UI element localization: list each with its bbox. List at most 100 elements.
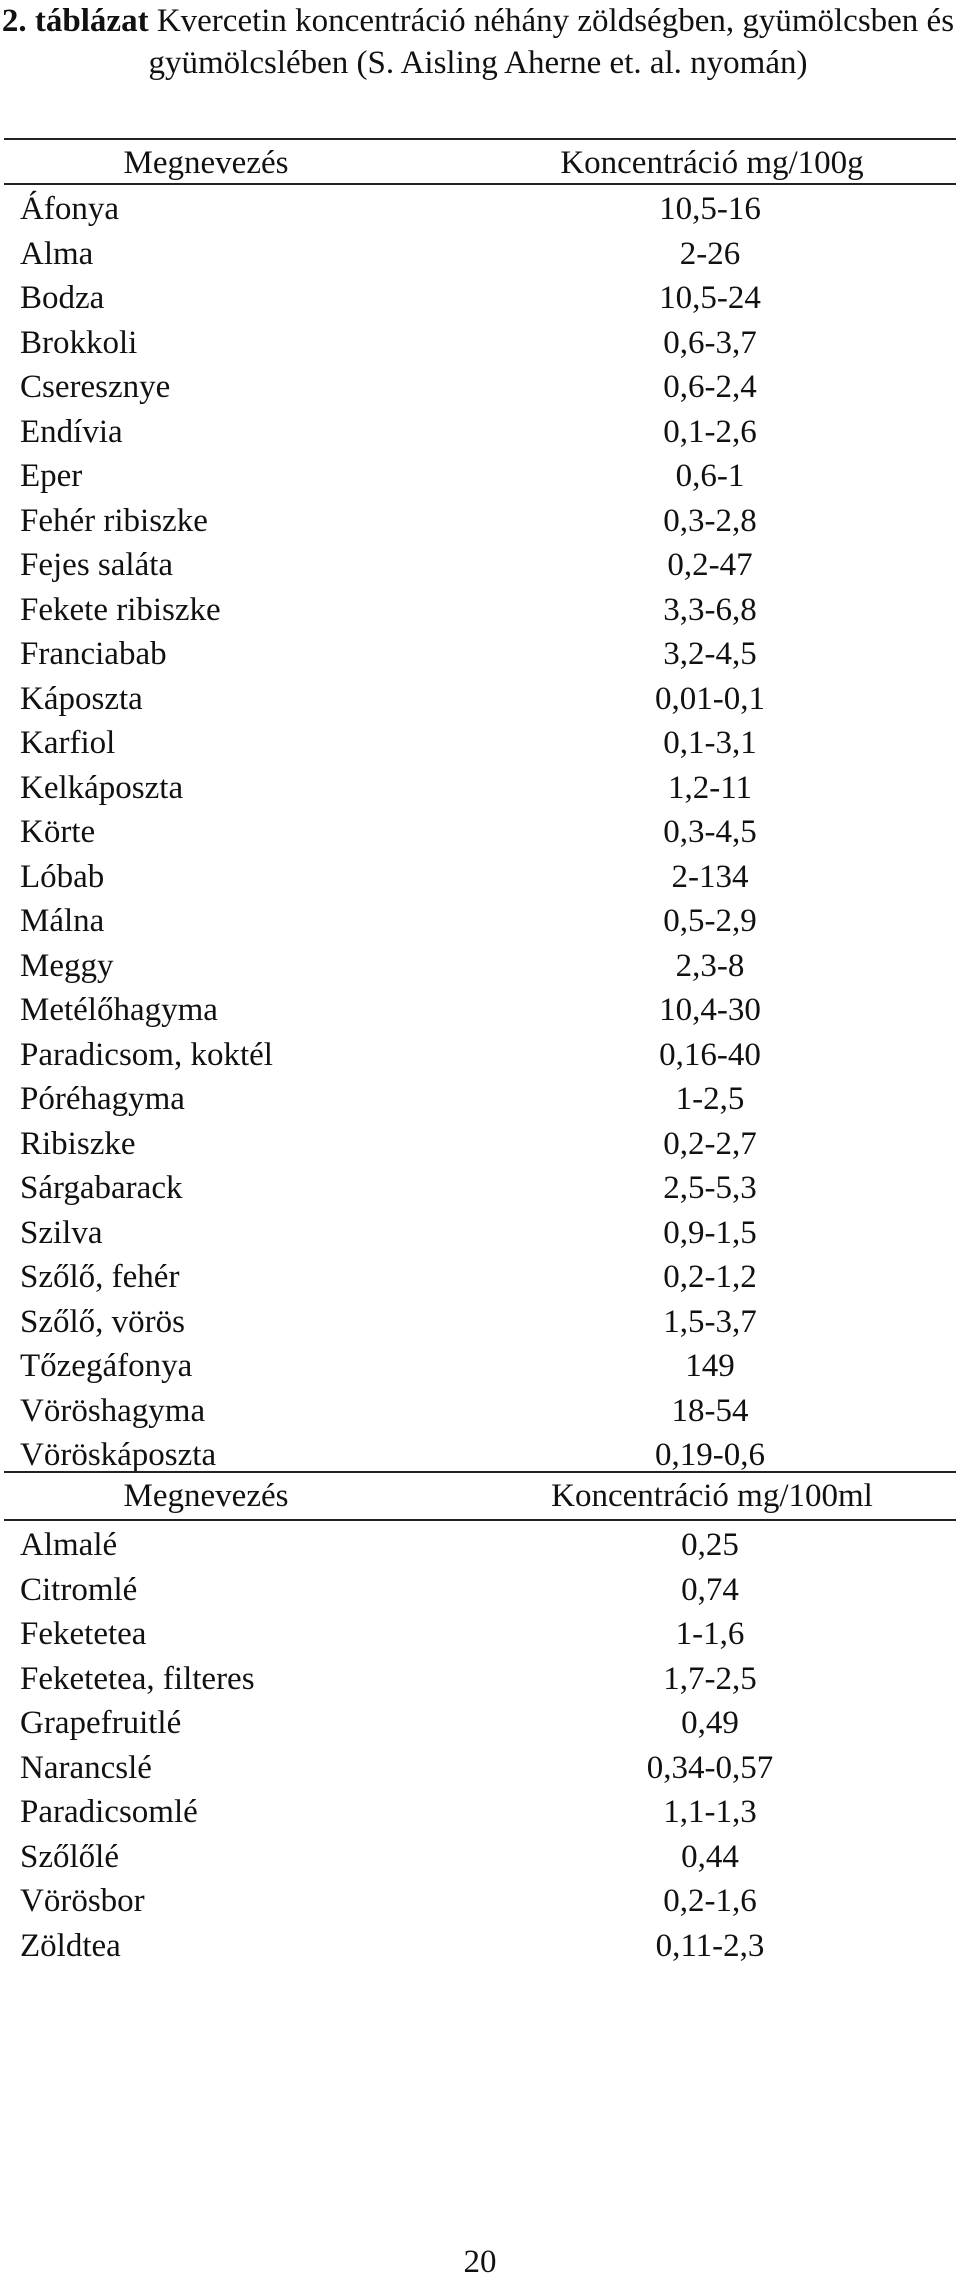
row-name-cell: Málna — [20, 903, 105, 939]
row-concentration-cell: 1,5-3,7 — [663, 1303, 757, 1340]
row-name-cell: Fekete ribiszke — [20, 591, 221, 628]
row-name-cell: Endívia — [20, 413, 123, 450]
row-concentration-cell: 0,1-2,6 — [663, 413, 757, 450]
table-row: Áfonya 10,5-16 — [0, 187, 960, 232]
table-row: Almalé 0,25 — [0, 1523, 960, 1568]
row-name-cell: Eper — [20, 458, 83, 494]
row-name-cell: Cseresznye — [20, 369, 171, 405]
table-row: Szőlő, vörös 1,5-3,7 — [0, 1300, 960, 1345]
row-concentration-cell: 2,5-5,3 — [663, 1170, 757, 1206]
drinks-header-name: Megnevezés — [123, 1478, 289, 1514]
row-concentration-cell: 0,34-0,57 — [646, 1749, 774, 1786]
row-concentration-cell: 1,1-1,3 — [663, 1794, 757, 1830]
table-row: Szőlőlé 0,44 — [0, 1835, 960, 1880]
table-row: Fejes saláta 0,2-47 — [0, 543, 960, 588]
row-concentration-cell: 10,4-30 — [659, 992, 761, 1028]
row-name-cell: Metélőhagyma — [20, 992, 218, 1028]
table-row: Szilva 0,9-1,5 — [0, 1211, 960, 1256]
drinks-header-concentration: Koncentráció mg/100ml — [551, 1478, 873, 1514]
row-concentration-cell: 3,2-4,5 — [663, 636, 757, 672]
page-number: 20 — [463, 2244, 497, 2280]
table-row: Brokkoli 0,6-3,7 — [0, 321, 960, 366]
table-row: Narancslé 0,34-0,57 — [0, 1746, 960, 1791]
row-concentration-cell: 1-1,6 — [675, 1616, 745, 1652]
table-row: Ribiszke 0,2-2,7 — [0, 1122, 960, 1167]
row-name-cell: Vöröshagyma — [20, 1392, 206, 1429]
row-name-cell: Paradicsom, koktél — [20, 1036, 273, 1073]
table-row: Szőlő, fehér 0,2-1,2 — [0, 1255, 960, 1300]
table-row: Alma 2-26 — [0, 232, 960, 277]
row-concentration-cell: 0,19-0,6 — [655, 1437, 765, 1473]
row-concentration-cell: 10,5-24 — [659, 280, 761, 316]
row-concentration-cell: 0,2-47 — [667, 547, 753, 583]
row-name-cell: Szőlő, fehér — [20, 1259, 180, 1295]
row-concentration-cell: 2-26 — [679, 235, 741, 272]
row-name-cell: Vöröskáposzta — [20, 1437, 217, 1473]
table-row: Sárgabarack 2,5-5,3 — [0, 1166, 960, 1211]
food-table-body: Áfonya 10,5-16 Alma 2-26 Bodza 10,5-24 Brokkol… — [0, 187, 960, 1478]
table-row: Vöröshagyma 18-54 — [0, 1389, 960, 1434]
row-concentration-cell: 149 — [685, 1348, 735, 1384]
table-row: Fekete ribiszke 3,3-6,8 — [0, 588, 960, 633]
row-concentration-cell: 2,3-8 — [675, 947, 745, 984]
row-concentration-cell: 1,7-2,5 — [663, 1660, 757, 1697]
table-row: Káposzta 0,01-0,1 — [0, 677, 960, 722]
row-name-cell: Fehér ribiszke — [20, 502, 208, 539]
row-name-cell: Brokkoli — [20, 324, 138, 361]
row-name-cell: Almalé — [20, 1527, 118, 1563]
table-row: Feketetea 1-1,6 — [0, 1612, 960, 1657]
table-row: Metélőhagyma 10,4-30 — [0, 988, 960, 1033]
table-row: Endívia 0,1-2,6 — [0, 410, 960, 455]
table-row: Eper 0,6-1 — [0, 454, 960, 499]
row-name-cell: Fejes saláta — [20, 547, 174, 583]
row-name-cell: Kelkáposzta — [20, 769, 184, 806]
row-concentration-cell: 0,2-1,2 — [663, 1259, 757, 1295]
row-name-cell: Szőlő, vörös — [20, 1303, 185, 1340]
table-row: Fehér ribiszke 0,3-2,8 — [0, 499, 960, 544]
food-header-concentration: Koncentráció mg/100g — [560, 145, 864, 181]
row-concentration-cell: 1-2,5 — [675, 1081, 745, 1117]
row-name-cell: Feketetea — [20, 1616, 147, 1652]
row-concentration-cell: 0,11-2,3 — [655, 1927, 765, 1964]
table-row: Körte 0,3-4,5 — [0, 810, 960, 855]
row-name-cell: Ribiszke — [20, 1125, 136, 1162]
row-concentration-cell: 0,01-0,1 — [655, 680, 765, 717]
row-concentration-cell: 0,49 — [681, 1705, 739, 1741]
drinks-header-rule — [4, 1519, 956, 1521]
row-concentration-cell: 0,6-3,7 — [663, 324, 757, 361]
row-name-cell: Karfiol — [20, 725, 116, 761]
row-name-cell: Szilva — [20, 1214, 103, 1251]
table-row: Paradicsom, koktél 0,16-40 — [0, 1033, 960, 1078]
row-concentration-cell: 0,3-2,8 — [663, 502, 757, 539]
row-concentration-cell: 0,16-40 — [659, 1036, 761, 1073]
food-table-header: Megnevezés Koncentráció mg/100g — [0, 141, 960, 185]
table-top-rule — [4, 138, 956, 140]
table-row: Lóbab 2-134 — [0, 855, 960, 900]
row-name-cell: Tőzegáfonya — [20, 1348, 193, 1384]
table-row: Tőzegáfonya 149 — [0, 1344, 960, 1389]
row-name-cell: Franciabab — [20, 636, 167, 672]
row-name-cell: Citromlé — [20, 1571, 138, 1608]
row-concentration-cell: 18-54 — [671, 1392, 749, 1429]
table-row: Zöldtea 0,11-2,3 — [0, 1924, 960, 1969]
row-name-cell: Zöldtea — [20, 1927, 121, 1964]
row-name-cell: Körte — [20, 814, 96, 850]
drinks-table-body: Almalé 0,25 Citromlé 0,74 Feketetea 1-1,6 Feke… — [0, 1523, 960, 1968]
table-row: Málna 0,5-2,9 — [0, 899, 960, 944]
row-name-cell: Lóbab — [20, 858, 105, 895]
row-name-cell: Narancslé — [20, 1749, 152, 1786]
row-concentration-cell: 0,74 — [681, 1571, 739, 1608]
row-name-cell: Grapefruitlé — [20, 1705, 182, 1741]
row-concentration-cell: 0,6-2,4 — [663, 369, 757, 405]
table-row: Cseresznye 0,6-2,4 — [0, 365, 960, 410]
table-row: Citromlé 0,74 — [0, 1568, 960, 1613]
table-row: Karfiol 0,1-3,1 — [0, 721, 960, 766]
drinks-table-header: Megnevezés Koncentráció mg/100ml — [0, 1474, 960, 1518]
row-name-cell: Szőlőlé — [20, 1838, 119, 1875]
row-name-cell: Paradicsomlé — [20, 1794, 198, 1830]
row-name-cell: Vörösbor — [20, 1883, 145, 1919]
row-concentration-cell: 0,2-2,7 — [663, 1125, 757, 1162]
drinks-top-rule — [4, 1471, 956, 1473]
table-row: Grapefruitlé 0,49 — [0, 1701, 960, 1746]
